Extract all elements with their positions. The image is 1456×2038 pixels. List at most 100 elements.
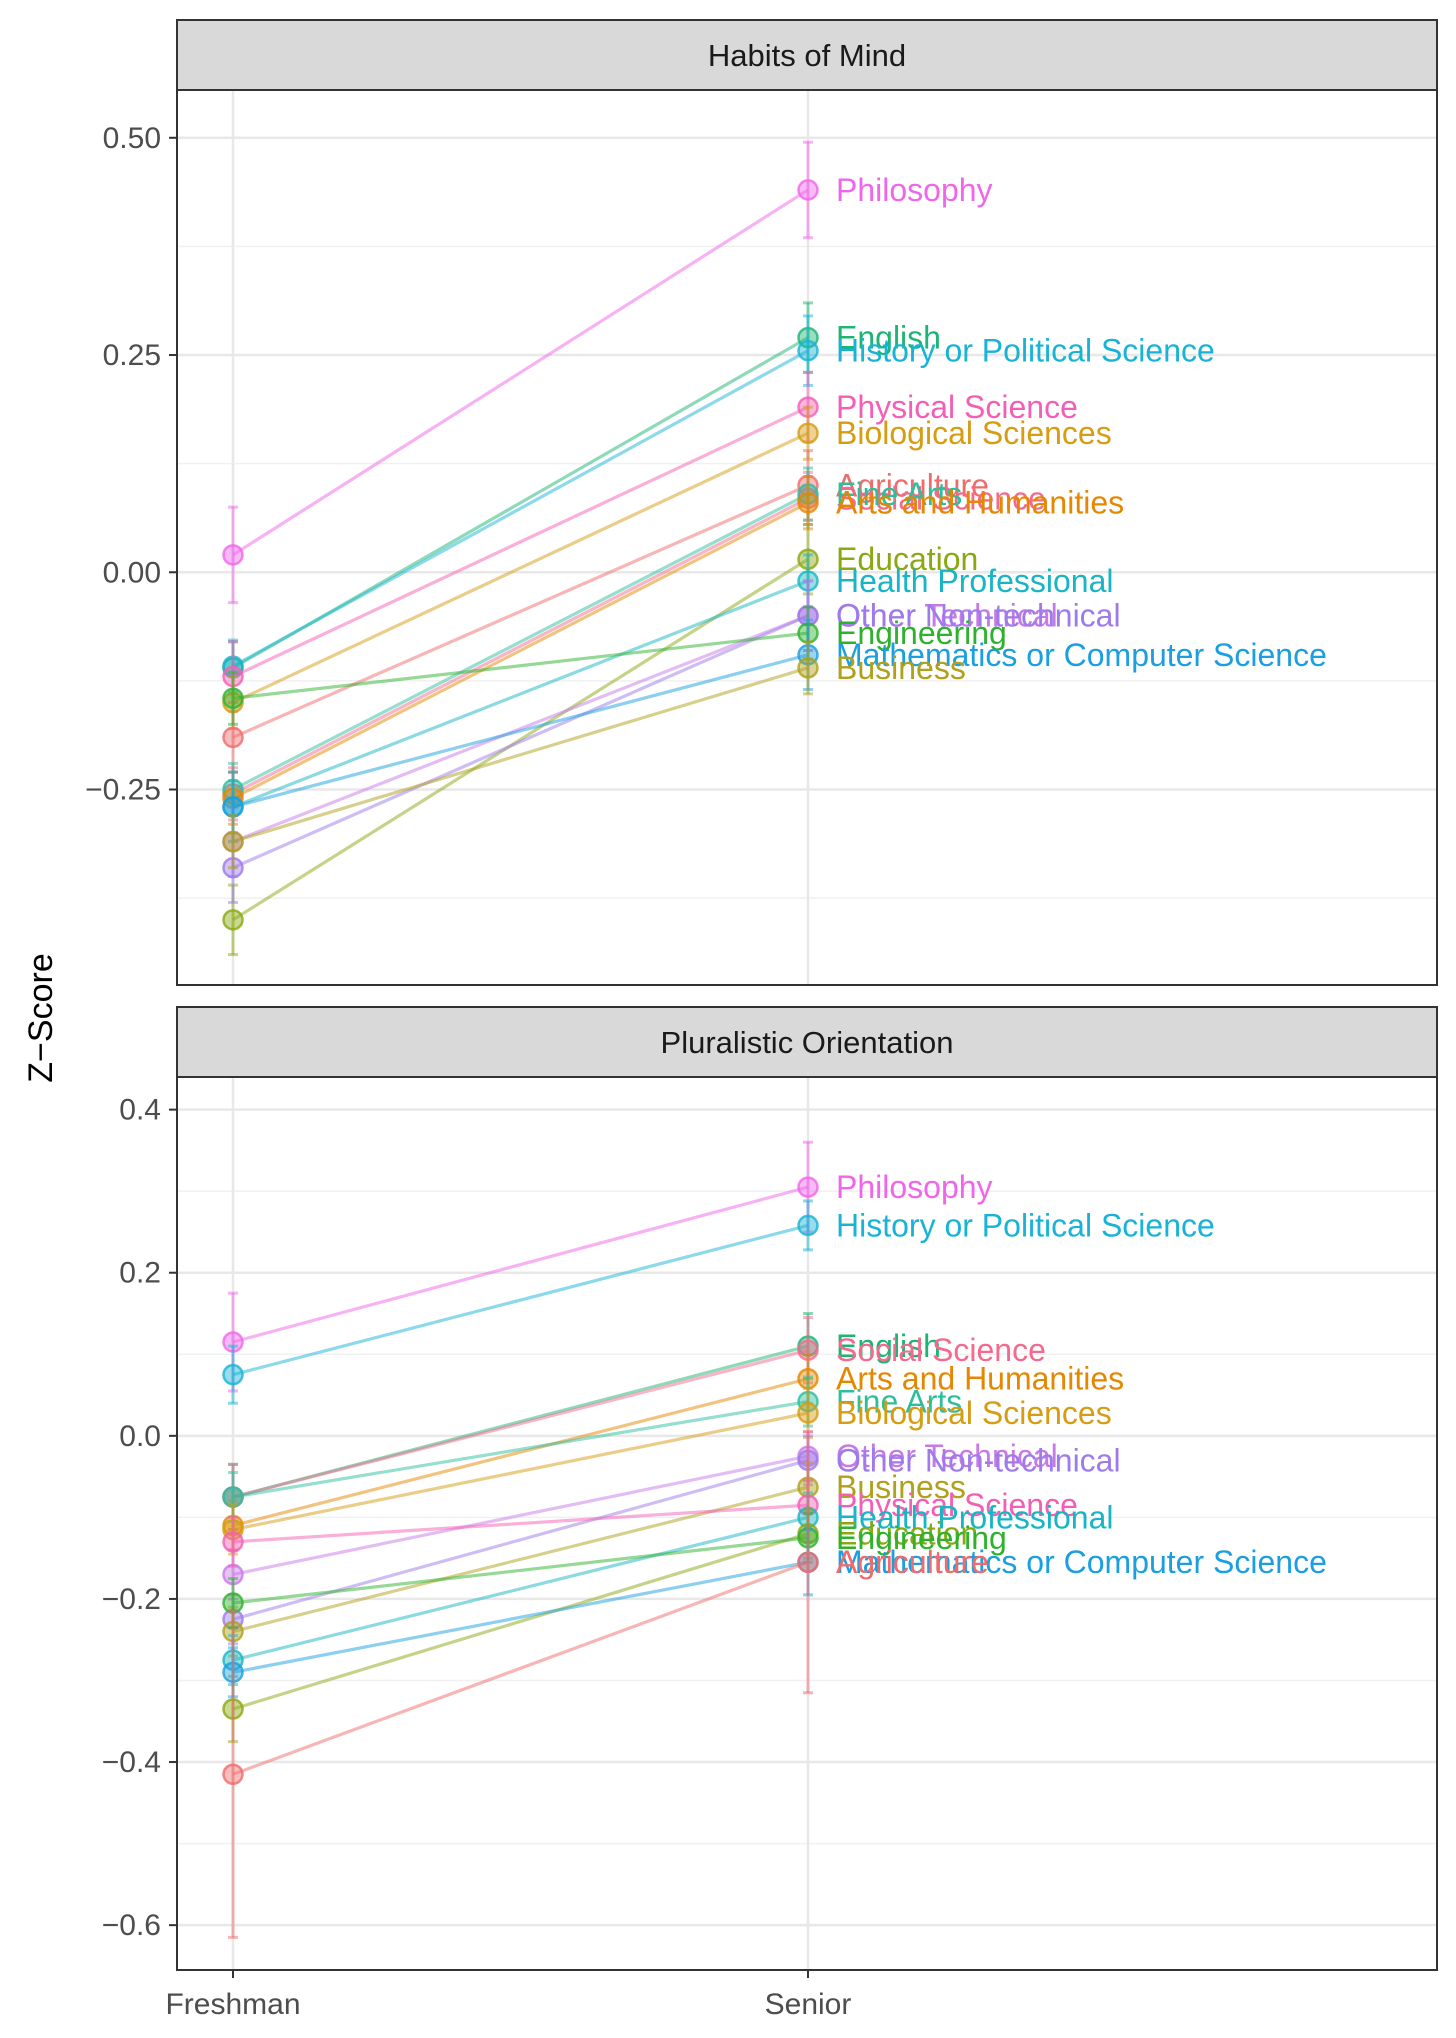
series-label: Agriculture: [836, 467, 989, 503]
series-label: Other Non-technical: [836, 598, 1121, 634]
series-label: Engineering: [836, 615, 1007, 651]
series-engineering: [222, 605, 819, 726]
series-line: [232, 1400, 809, 1499]
y-tick-label: −0.2: [102, 1583, 161, 1616]
series-label: Business: [836, 650, 966, 686]
series-label: Social Science: [836, 480, 1046, 516]
series-line: [232, 1503, 809, 1544]
series-label: Physical Science: [836, 389, 1078, 425]
series-label: Agriculture: [836, 1544, 989, 1580]
series-line: [232, 496, 809, 796]
series-label: Physical Science: [836, 1487, 1078, 1523]
series-label: Social Science: [836, 1332, 1046, 1368]
series-label: English: [836, 1328, 941, 1364]
series-line: [232, 1377, 809, 1528]
series-line: [232, 492, 809, 791]
series-line: [232, 188, 809, 557]
panel-border: [176, 89, 1438, 986]
series-label: Mathematics or Computer Science: [836, 1544, 1327, 1580]
y-tick-label: −0.25: [85, 773, 161, 806]
series-label: Philosophy: [836, 1169, 993, 1205]
series-agriculture: [222, 1430, 819, 1939]
strip-header: [176, 1006, 1438, 1078]
series-line: [232, 1532, 809, 1711]
y-axis-title: Z−Score: [22, 953, 60, 1082]
series-label: Arts and Humanities: [836, 1361, 1124, 1397]
strip-title: Pluralistic Orientation: [661, 1025, 954, 1060]
series-line: [232, 614, 809, 844]
y-tick-label: −0.4: [102, 1746, 161, 1779]
panel-pluralistic-orientation: Pluralistic Orientation PhilosophyHistory…: [102, 1006, 1438, 2021]
series-label: History or Political Science: [836, 1207, 1215, 1243]
strip-header: [176, 19, 1438, 91]
series-philosophy: [222, 140, 819, 605]
series-label: Health Professional: [836, 1499, 1113, 1535]
data-point-freshman: [222, 830, 244, 853]
series-label: Education: [836, 1516, 978, 1552]
series-label: Arts and Humanities: [836, 485, 1124, 521]
series-label: Fine Arts: [836, 476, 962, 512]
series-line: [232, 1515, 809, 1662]
data-point-freshman: [222, 1531, 244, 1553]
series-line: [232, 1454, 809, 1577]
data-point-senior: [797, 1551, 819, 1573]
series-line: [232, 1185, 809, 1344]
series-label: Biological Sciences: [836, 1395, 1112, 1431]
data-point-senior: [797, 1402, 819, 1424]
data-point-senior: [797, 657, 819, 679]
series-label: Philosophy: [836, 172, 993, 208]
series-label: Fine Arts: [836, 1384, 962, 1420]
series-line: [232, 614, 809, 870]
series-line: [232, 349, 809, 668]
series-line: [232, 653, 809, 809]
x-tick-label: Senior: [765, 1988, 852, 2021]
series-line: [232, 431, 809, 705]
series-line: [232, 1536, 809, 1605]
y-tick-label: 0.50: [103, 122, 161, 155]
data-point-senior: [797, 179, 819, 201]
series-line: [232, 579, 809, 809]
data-point-freshman: [222, 1363, 244, 1386]
series-business: [222, 640, 819, 870]
data-point-freshman: [222, 726, 244, 749]
series-label: History or Political Science: [836, 333, 1215, 369]
series-history-or-political-science: [222, 1199, 819, 1405]
series-label: Other Technical: [836, 598, 1058, 634]
series-line: [232, 1348, 809, 1499]
y-tick-label: 0.4: [119, 1094, 161, 1127]
data-point-senior: [797, 339, 819, 362]
series-label: Engineering: [836, 1520, 1007, 1556]
x-tick-label: Freshman: [165, 1988, 300, 2021]
series-label: Business: [836, 1469, 966, 1505]
series-line: [232, 501, 809, 800]
y-tick-label: 0.25: [103, 339, 161, 372]
series-label: Other Non-technical: [836, 1442, 1121, 1478]
series-line: [232, 483, 809, 739]
y-tick-label: −0.6: [102, 1909, 161, 1942]
series-label: English: [836, 320, 941, 356]
data-point-freshman: [222, 796, 244, 818]
series-line: [232, 1223, 809, 1377]
data-point-freshman: [222, 1592, 244, 1614]
series-label: Other Technical: [836, 1438, 1058, 1474]
data-point-freshman: [222, 544, 244, 566]
y-tick-label: 0.0: [119, 1420, 161, 1453]
data-point-senior: [797, 1176, 819, 1198]
data-point-senior: [797, 1214, 819, 1237]
y-tick-label: 0.00: [103, 556, 161, 589]
series-line: [232, 631, 809, 700]
y-tick-label: 0.2: [119, 1257, 161, 1290]
data-point-freshman: [222, 1763, 244, 1786]
series-line: [232, 1560, 809, 1776]
series-line: [232, 1411, 809, 1532]
data-point-senior: [797, 422, 819, 444]
data-point-freshman: [222, 687, 244, 710]
series-line: [232, 1560, 809, 1674]
data-point-senior: [797, 491, 819, 514]
series-line: [232, 405, 809, 678]
series-line: [232, 666, 809, 844]
data-point-freshman: [222, 1486, 244, 1508]
strip-title: Habits of Mind: [708, 38, 906, 73]
